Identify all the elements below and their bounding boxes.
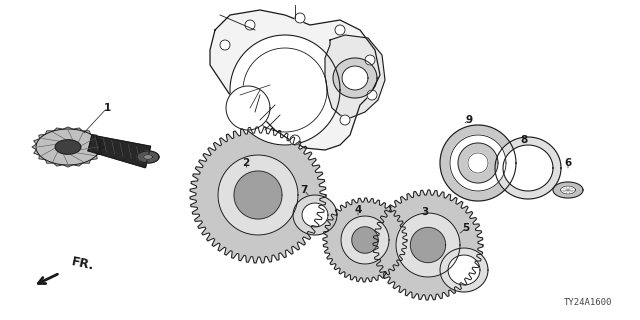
Polygon shape <box>396 213 460 277</box>
Circle shape <box>367 90 377 100</box>
Text: TY24A1600: TY24A1600 <box>564 298 612 307</box>
Polygon shape <box>440 125 516 201</box>
Text: 7: 7 <box>300 185 308 195</box>
Circle shape <box>335 25 345 35</box>
Circle shape <box>245 20 255 30</box>
Polygon shape <box>325 35 385 118</box>
Polygon shape <box>32 127 104 167</box>
Polygon shape <box>36 129 100 165</box>
Polygon shape <box>234 171 282 219</box>
Polygon shape <box>448 255 480 285</box>
Polygon shape <box>333 58 377 98</box>
Polygon shape <box>323 198 407 282</box>
Polygon shape <box>352 227 378 253</box>
Polygon shape <box>55 140 81 154</box>
Polygon shape <box>218 155 298 235</box>
Text: 6: 6 <box>564 158 572 168</box>
Text: 1: 1 <box>104 103 111 113</box>
Text: 4: 4 <box>355 205 362 215</box>
Polygon shape <box>230 35 340 145</box>
Polygon shape <box>137 151 159 163</box>
Polygon shape <box>553 182 583 198</box>
Polygon shape <box>458 143 498 183</box>
Polygon shape <box>561 186 575 194</box>
Circle shape <box>365 55 375 65</box>
Polygon shape <box>495 137 561 199</box>
Text: 8: 8 <box>520 135 527 145</box>
Text: FR.: FR. <box>70 255 95 273</box>
Polygon shape <box>226 86 270 130</box>
Circle shape <box>340 115 350 125</box>
Text: 2: 2 <box>243 158 250 168</box>
Polygon shape <box>210 10 380 150</box>
Polygon shape <box>190 127 326 263</box>
Circle shape <box>295 13 305 23</box>
Text: 5: 5 <box>462 223 470 233</box>
Polygon shape <box>503 145 553 191</box>
Polygon shape <box>410 228 445 263</box>
Polygon shape <box>293 195 337 235</box>
Polygon shape <box>373 190 483 300</box>
Circle shape <box>220 40 230 50</box>
Polygon shape <box>440 248 488 292</box>
Polygon shape <box>342 66 368 90</box>
Polygon shape <box>143 155 152 159</box>
Polygon shape <box>88 135 150 168</box>
Text: 3: 3 <box>421 207 429 217</box>
Polygon shape <box>341 216 389 264</box>
Polygon shape <box>468 153 488 173</box>
Polygon shape <box>450 135 506 191</box>
Circle shape <box>290 135 300 145</box>
Text: 9: 9 <box>465 115 472 125</box>
Polygon shape <box>302 203 328 227</box>
